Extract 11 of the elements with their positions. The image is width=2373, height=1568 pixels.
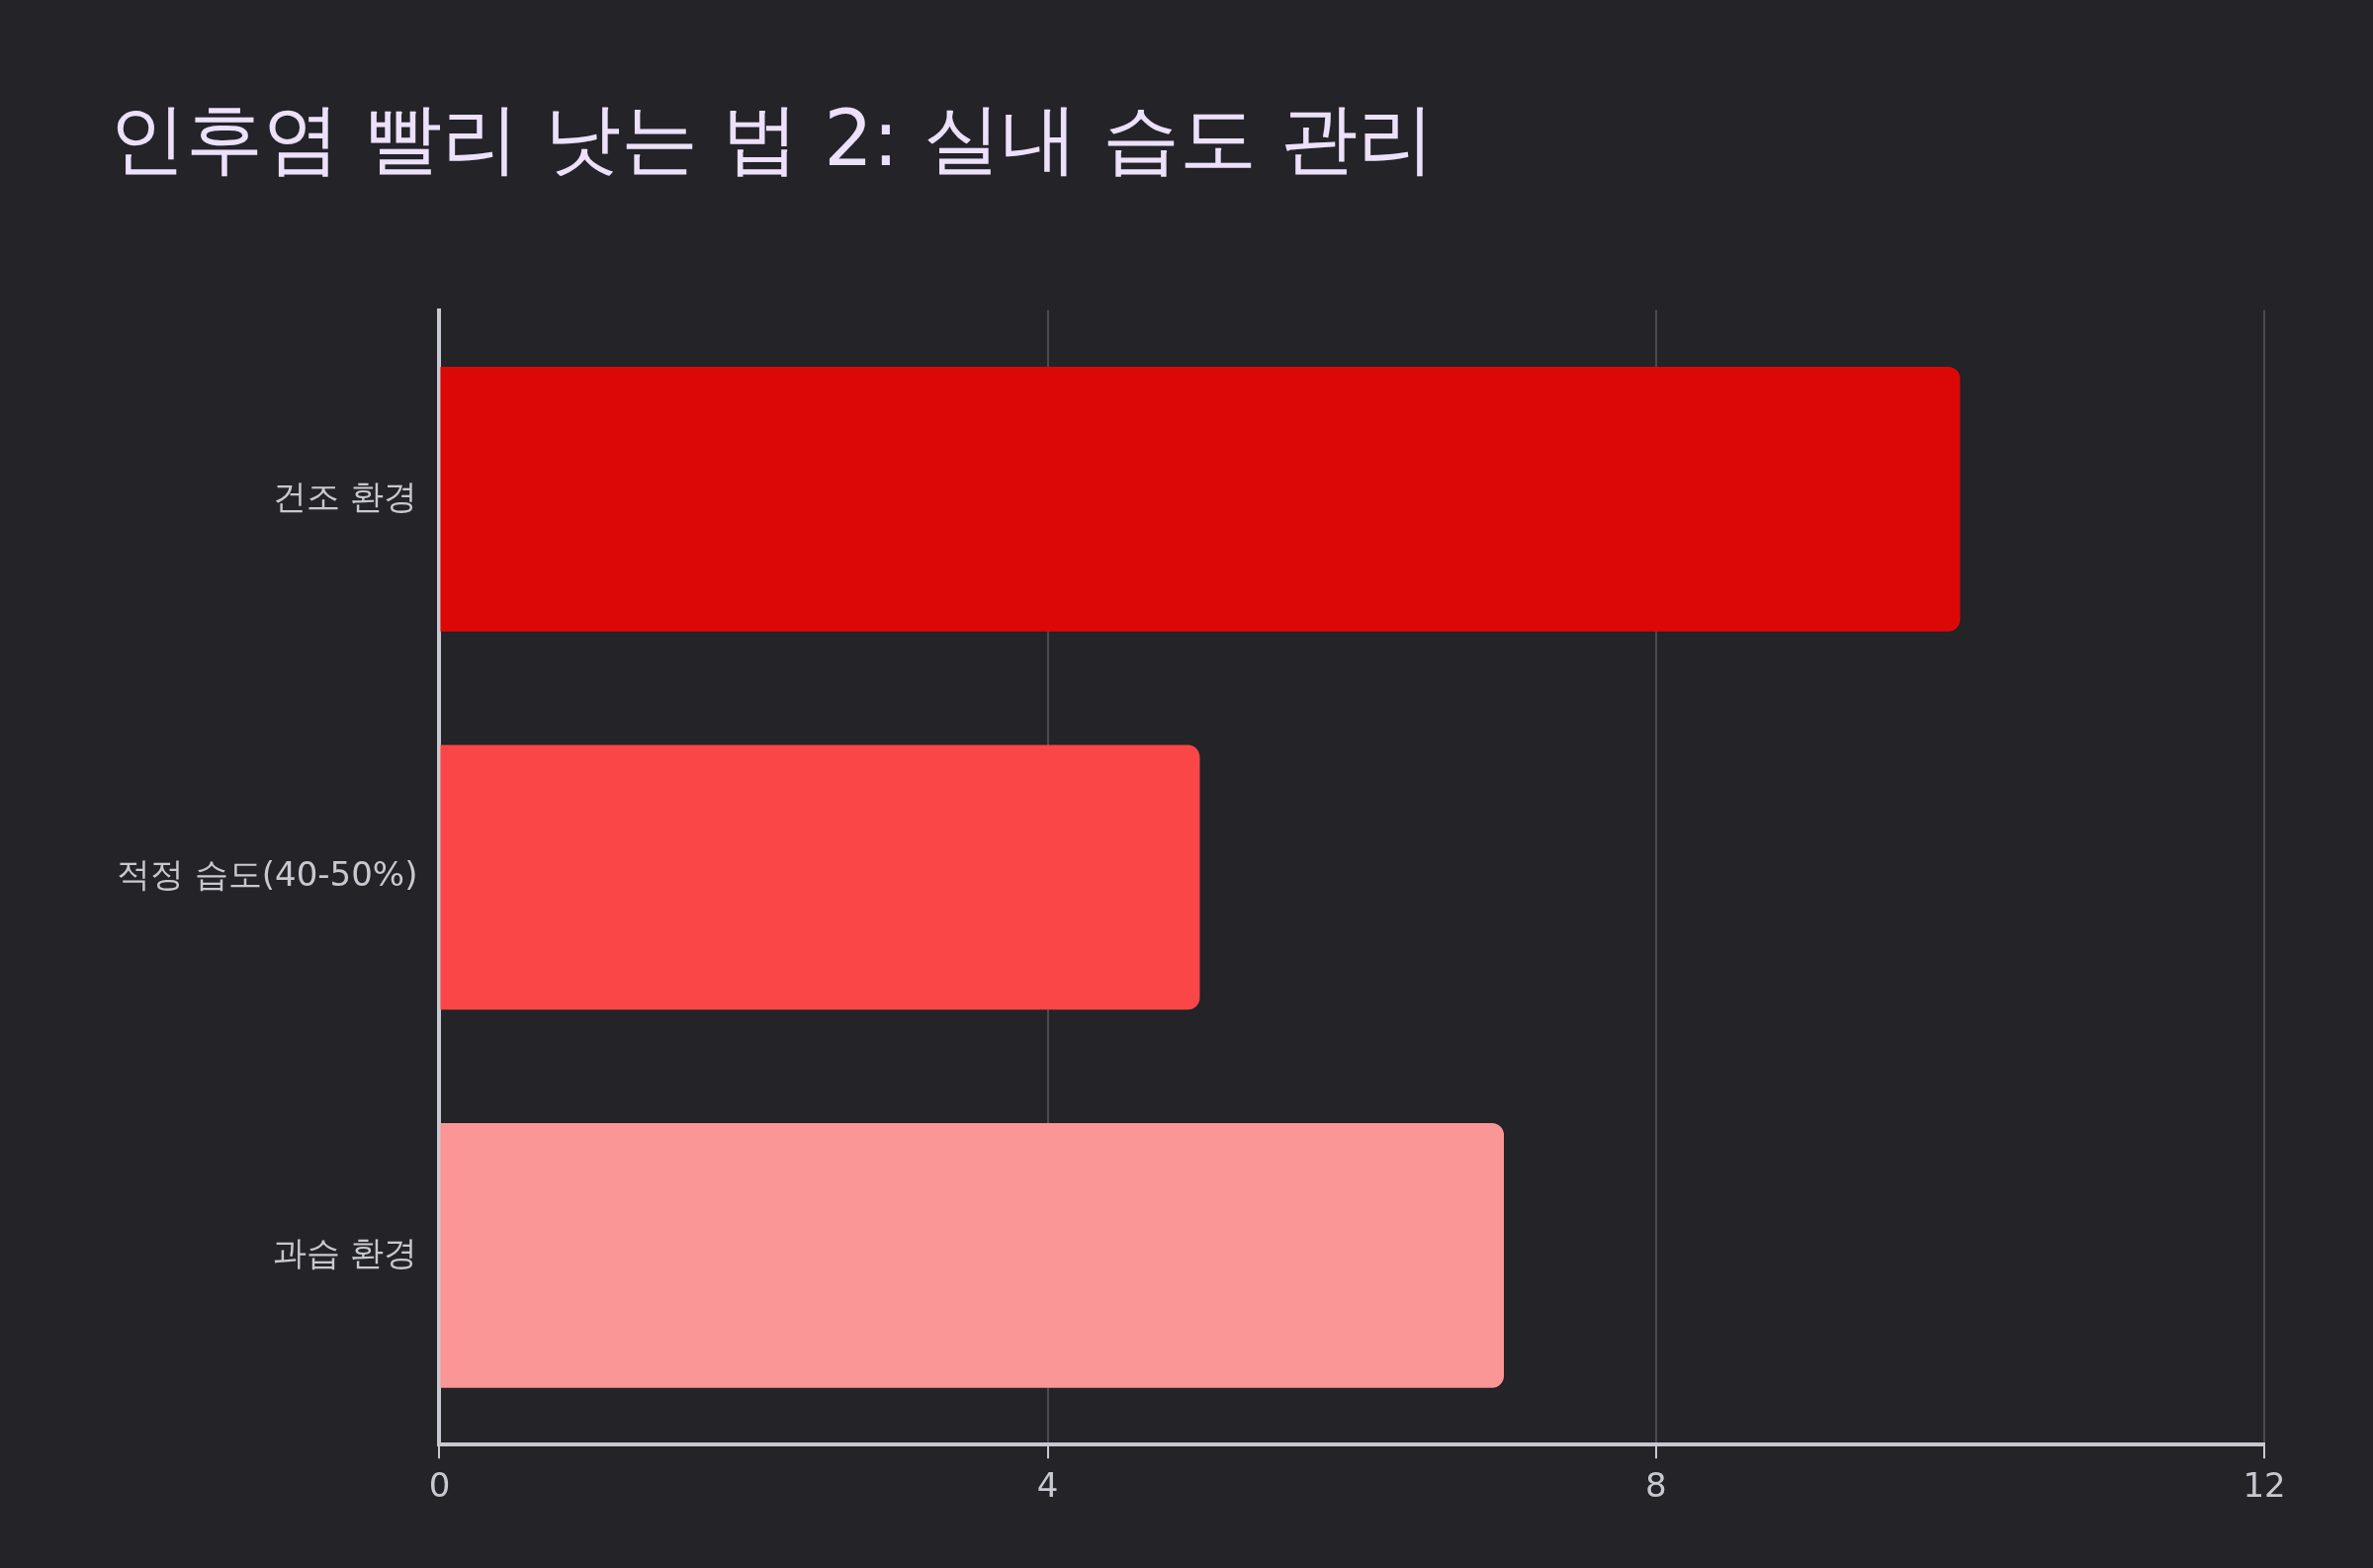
bar — [440, 744, 1200, 1010]
bar — [440, 366, 1961, 632]
bar — [440, 1123, 1505, 1388]
x-tick-label: 12 — [2242, 1465, 2286, 1506]
y-tick-label: 건조 환경 — [272, 476, 418, 516]
x-tick-label: 8 — [1644, 1465, 1667, 1506]
chart-title: 인후염 빨리 낫는 법 2: 실내 습도 관리 — [109, 94, 1436, 184]
x-tick-label: 0 — [428, 1465, 451, 1506]
x-tick-label: 4 — [1036, 1465, 1059, 1506]
y-tick-label: 적정 습도(40-50%) — [116, 854, 418, 895]
y-tick-label: 과습 환경 — [272, 1232, 418, 1272]
